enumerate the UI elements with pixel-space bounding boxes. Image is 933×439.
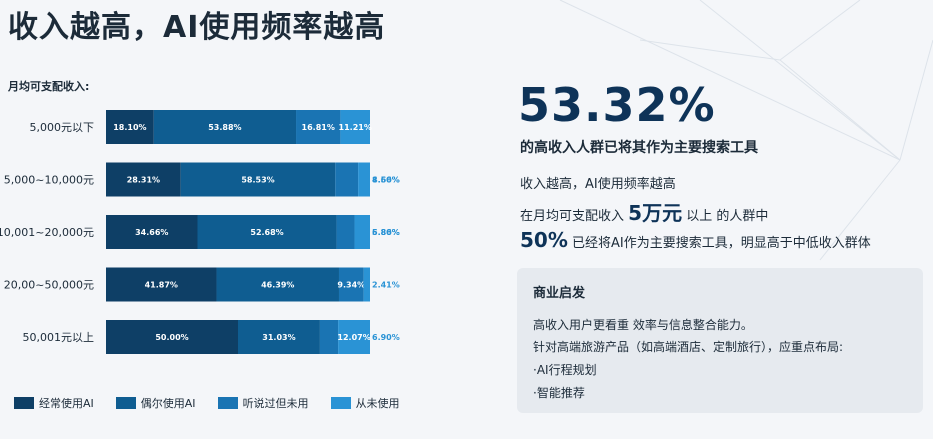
headline-stat: 53.32% bbox=[518, 78, 716, 132]
summary-line-3: 50% 已经将AI作为主要搜索工具，明显高于中低收入群体 bbox=[520, 228, 871, 252]
chart-legend: 经常使用AI 偶尔使用AI 听说过但未用 从未使用 bbox=[14, 395, 400, 411]
legend-label-occasional: 偶尔使用AI bbox=[140, 397, 196, 410]
data-label: 16.81% bbox=[302, 123, 335, 132]
insight-bullet-itinerary: ·AI行程规划 bbox=[533, 363, 597, 377]
legend-swatch-frequent bbox=[14, 397, 34, 409]
bar-segment bbox=[197, 215, 337, 249]
category-label: 5,000元以下 bbox=[30, 121, 95, 134]
page-title: 收入越高，AI使用频率越高 bbox=[8, 10, 386, 45]
bar-segment bbox=[106, 215, 198, 249]
bar-segment bbox=[180, 162, 336, 197]
bar-segment bbox=[338, 267, 364, 302]
data-label: 41.87% bbox=[145, 281, 178, 290]
insight-line: 针对高端旅游产品（如高端酒店、定制旅行），应重点布局: bbox=[533, 340, 844, 354]
insight-heading: 商业启发 bbox=[533, 286, 586, 301]
data-label: 5.86% bbox=[372, 228, 400, 237]
legend-label-never: 从未使用 bbox=[355, 397, 400, 410]
bar-segment bbox=[238, 320, 320, 354]
legend-item-never: 从未使用 bbox=[330, 395, 400, 411]
data-label: 9.34% bbox=[337, 281, 365, 290]
bar-segment bbox=[106, 320, 238, 354]
chart-y-axis-label: 月均可支配收入: bbox=[8, 80, 90, 93]
bar-segment bbox=[336, 215, 355, 249]
legend-label-heard-unused: 听说过但未用 bbox=[242, 397, 309, 410]
business-insight-box: 商业启发 高收入用户更看重 效率与信息整合能力。 针对高端旅游产品（如高端酒店、… bbox=[517, 268, 923, 413]
summary-line-1: 收入越高，AI使用频率越高 bbox=[520, 177, 676, 192]
legend-item-frequent: 经常使用AI bbox=[14, 395, 94, 411]
percent-highlight: 50% bbox=[520, 228, 568, 252]
bar-segment bbox=[296, 110, 341, 144]
legend-item-heard-unused: 听说过但未用 bbox=[217, 395, 309, 411]
category-label: 5,000~10,000元 bbox=[4, 174, 94, 187]
bar-segment bbox=[216, 267, 339, 302]
summary-line-3-text: 已经将AI作为主要搜索工具，明显高于中低收入群体 bbox=[572, 236, 871, 251]
data-label: 11.21% bbox=[339, 123, 372, 132]
data-label: 6.80% bbox=[372, 228, 400, 237]
bar-segment bbox=[106, 267, 217, 302]
data-label: 28.31% bbox=[127, 176, 160, 185]
legend-swatch-heard-unused bbox=[217, 397, 238, 409]
summary-line-2: 在月均可支配收入 5万元 以上 的人群中 bbox=[520, 197, 768, 226]
data-label: 53.88% bbox=[208, 123, 241, 132]
bar-segment bbox=[153, 110, 297, 144]
data-label: 12.07% bbox=[337, 333, 370, 342]
data-label: 4.50% bbox=[372, 176, 400, 185]
stacked-bar-chart: 5,000元以下 18.10% 53.88% 16.81% 11.21% 5,000~10… bbox=[0, 110, 400, 354]
bar-segment bbox=[319, 320, 339, 354]
data-label: 34.66% bbox=[135, 228, 168, 237]
category-label: 50,001元以上 bbox=[23, 331, 95, 344]
legend-label-frequent: 经常使用AI bbox=[39, 397, 94, 410]
data-label: 6.90% bbox=[372, 333, 400, 342]
data-label: 58.53% bbox=[241, 176, 274, 185]
bar-segment bbox=[363, 267, 370, 302]
legend-swatch-occasional bbox=[115, 397, 136, 409]
summary-line-2-suffix: 以上 的人群中 bbox=[686, 209, 769, 224]
bar-segment bbox=[335, 162, 359, 197]
insight-line: 高收入用户更看重 效率与信息整合能力。 bbox=[533, 318, 753, 332]
bar-segment bbox=[338, 320, 370, 354]
data-label: 46.39% bbox=[261, 281, 294, 290]
bar-segment bbox=[106, 110, 154, 144]
data-label: 8.66% bbox=[372, 176, 400, 185]
income-threshold-highlight: 5万元 bbox=[628, 201, 683, 225]
headline-stat-subtitle: 的高收入人群已将其作为主要搜索工具 bbox=[520, 140, 758, 156]
data-label: 2.41% bbox=[372, 281, 400, 290]
bar-segment bbox=[358, 162, 370, 197]
legend-item-occasional: 偶尔使用AI bbox=[115, 395, 196, 411]
insight-bullet-recommendation: ·智能推荐 bbox=[533, 386, 585, 400]
summary-line-2-prefix: 在月均可支配收入 bbox=[520, 209, 625, 224]
bar-segment bbox=[106, 162, 181, 197]
bar-segment bbox=[340, 110, 370, 144]
category-label: 20,00~50,000元 bbox=[4, 279, 94, 292]
data-label: 18.10% bbox=[113, 123, 146, 132]
data-label: 52.68% bbox=[250, 228, 283, 237]
category-label: 10,001~20,000元 bbox=[0, 226, 94, 239]
data-label: 31.03% bbox=[262, 333, 295, 342]
data-label: 50.00% bbox=[155, 333, 188, 342]
bar-segment bbox=[354, 215, 370, 249]
legend-swatch-never bbox=[330, 397, 351, 409]
